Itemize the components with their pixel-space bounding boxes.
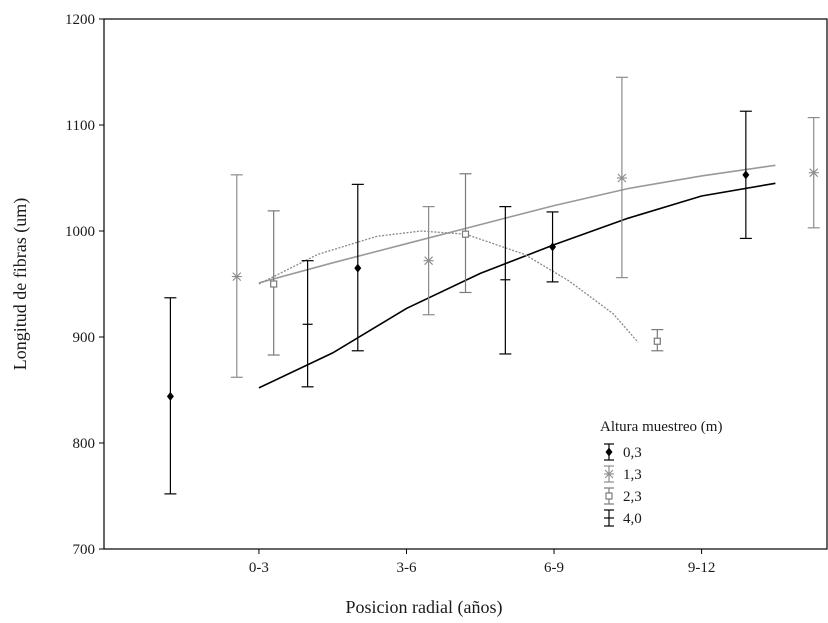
plot-frame bbox=[103, 18, 828, 550]
fit-curve-1 bbox=[258, 164, 776, 284]
legend-marker-2 bbox=[605, 492, 613, 500]
fit-curves bbox=[258, 164, 776, 389]
marker-s1-p2 bbox=[616, 173, 627, 183]
fit-curve-0 bbox=[258, 182, 776, 389]
legend-marker-0 bbox=[605, 447, 613, 457]
x-tick-label-1: 3-6 bbox=[396, 560, 416, 576]
y-tick-label-1: 800 bbox=[73, 436, 96, 452]
y-tick-label-0: 700 bbox=[73, 542, 96, 558]
y-tick-label-5: 1200 bbox=[65, 12, 95, 28]
marker-s2-p1 bbox=[461, 230, 470, 238]
marker-s0-p2 bbox=[549, 242, 557, 252]
legend-title: Altura muestreo (m) bbox=[600, 419, 722, 435]
marker-s1-p0 bbox=[231, 272, 242, 281]
legend: Altura muestreo (m) 0,3 1,3 2,3 4,0 bbox=[600, 419, 722, 527]
marker-s0-p0 bbox=[166, 391, 174, 401]
y-tick-label-2: 900 bbox=[73, 330, 96, 346]
x-tick-label-2: 6-9 bbox=[544, 560, 564, 576]
legend-marker-1 bbox=[604, 469, 614, 479]
marker-s0-p3 bbox=[742, 170, 750, 180]
x-tick-label-3: 9-12 bbox=[688, 560, 716, 576]
y-tick-label-4: 1100 bbox=[66, 118, 95, 134]
x-axis-label: Posicion radial (años) bbox=[346, 597, 503, 618]
legend-items: 0,3 1,3 2,3 4,0 bbox=[604, 443, 642, 527]
marker-s0-p1 bbox=[354, 263, 362, 273]
y-tick-label-3: 1000 bbox=[65, 224, 95, 240]
legend-label-1: 1,3 bbox=[623, 467, 642, 483]
fit-curve-2 bbox=[258, 230, 639, 343]
legend-label-2: 2,3 bbox=[623, 489, 642, 505]
marker-s1-p3 bbox=[808, 168, 819, 178]
y-axis-label: Longitud de fibras (um) bbox=[10, 198, 31, 370]
axes: 700 800 900 1000 1100 1200 0-3 3-6 6-9 9-12 bbox=[65, 12, 715, 576]
marker-s1-p1 bbox=[423, 256, 434, 266]
marker-s2-p0 bbox=[270, 280, 278, 288]
legend-label-0: 0,3 bbox=[623, 445, 642, 461]
data-markers bbox=[166, 168, 819, 401]
marker-s2-p2 bbox=[653, 337, 661, 345]
x-tick-label-0: 0-3 bbox=[249, 560, 269, 576]
legend-label-3: 4,0 bbox=[623, 511, 642, 527]
